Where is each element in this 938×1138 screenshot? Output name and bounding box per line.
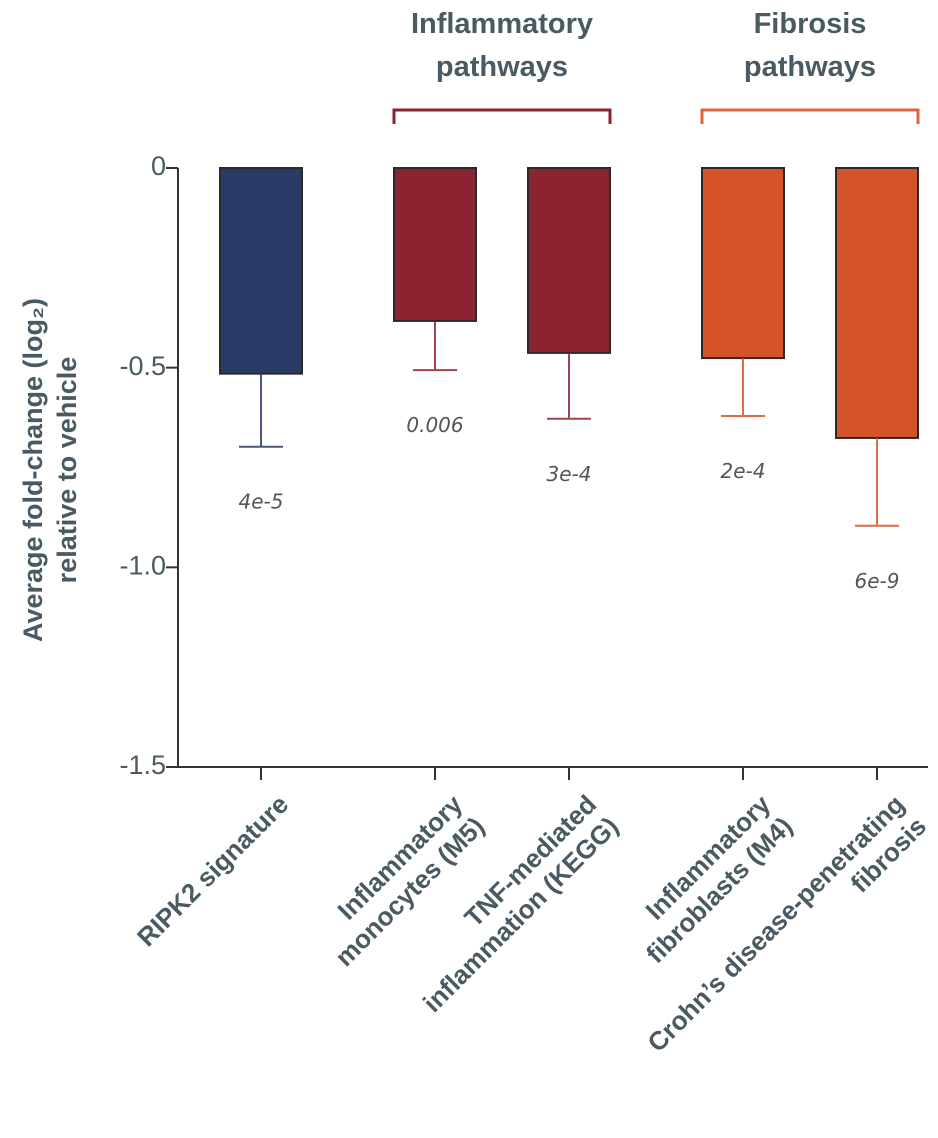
p-value-label: 2e-4 xyxy=(721,459,766,483)
group-title: Fibrosis pathways xyxy=(743,8,877,83)
bar xyxy=(393,167,477,322)
y-tick-label: -0.5 xyxy=(119,351,166,381)
error-bar xyxy=(721,358,765,417)
bar xyxy=(527,167,611,354)
error-bar xyxy=(855,437,899,527)
p-value-label: 3e-4 xyxy=(547,462,592,486)
error-bar xyxy=(413,320,457,372)
y-tick-label: 0 xyxy=(151,151,166,181)
p-value-label: 4e-5 xyxy=(239,490,284,514)
bar xyxy=(219,167,303,375)
group-title: Inflammatory pathways xyxy=(410,8,594,83)
y-tick-label: -1.0 xyxy=(119,550,166,580)
p-value-label: 6e-9 xyxy=(855,569,900,593)
group-bracket xyxy=(392,108,612,124)
y-tick-label: -1.5 xyxy=(119,750,166,780)
group-bracket xyxy=(700,108,920,124)
bar xyxy=(701,167,785,360)
p-value-label: 0.006 xyxy=(406,413,463,437)
y-axis-label: Average fold-change (log₂) relative to v… xyxy=(18,297,82,643)
error-bar xyxy=(547,352,591,420)
error-bar xyxy=(239,373,283,448)
bar xyxy=(835,167,919,439)
